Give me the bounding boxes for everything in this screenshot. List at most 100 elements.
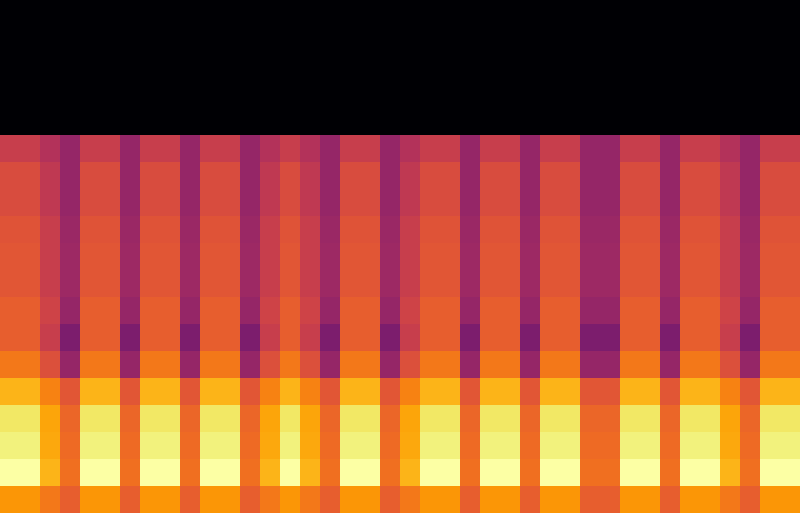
heatmap-cell bbox=[620, 486, 641, 513]
heatmap-cell bbox=[120, 0, 141, 28]
heatmap-cell bbox=[40, 81, 61, 109]
heatmap-cell bbox=[360, 351, 381, 379]
heatmap-cell bbox=[540, 378, 561, 406]
heatmap-cell bbox=[60, 297, 81, 325]
heatmap-cell bbox=[580, 351, 601, 379]
heatmap-cell bbox=[780, 486, 800, 513]
heatmap-cell bbox=[540, 351, 561, 379]
heatmap-cell bbox=[120, 81, 141, 109]
heatmap-cell bbox=[60, 324, 81, 352]
heatmap-cell bbox=[380, 270, 401, 298]
heatmap-cell bbox=[720, 135, 741, 163]
heatmap-cell bbox=[380, 378, 401, 406]
heatmap-cell bbox=[380, 297, 401, 325]
heatmap-cell bbox=[420, 189, 441, 217]
heatmap-cell bbox=[120, 108, 141, 136]
heatmap-cell bbox=[300, 0, 321, 28]
heatmap-cell bbox=[600, 162, 621, 190]
heatmap-cell bbox=[620, 162, 641, 190]
heatmap-cell bbox=[580, 0, 601, 28]
heatmap-cell bbox=[260, 243, 281, 271]
heatmap-cell bbox=[20, 324, 41, 352]
heatmap-cell bbox=[60, 351, 81, 379]
heatmap-cell bbox=[20, 378, 41, 406]
heatmap-cell bbox=[680, 297, 701, 325]
heatmap-cell bbox=[40, 297, 61, 325]
heatmap-cell bbox=[460, 108, 481, 136]
heatmap-cell bbox=[340, 378, 361, 406]
heatmap-cell bbox=[520, 459, 541, 487]
heatmap-cell bbox=[320, 270, 341, 298]
heatmap-cell bbox=[160, 108, 181, 136]
heatmap-cell bbox=[720, 216, 741, 244]
heatmap-cell bbox=[620, 27, 641, 55]
heatmap-cell bbox=[620, 324, 641, 352]
heatmap-cell bbox=[500, 0, 521, 28]
heatmap-cell bbox=[100, 270, 121, 298]
heatmap-cell bbox=[340, 351, 361, 379]
heatmap-cell bbox=[180, 486, 201, 513]
heatmap-cell bbox=[60, 135, 81, 163]
heatmap-cell bbox=[740, 54, 761, 82]
heatmap-cell bbox=[460, 189, 481, 217]
heatmap-cell bbox=[340, 162, 361, 190]
heatmap-cell bbox=[280, 378, 301, 406]
heatmap-cell bbox=[760, 243, 781, 271]
heatmap-cell bbox=[420, 162, 441, 190]
heatmap-cell bbox=[680, 459, 701, 487]
heatmap-cell bbox=[340, 405, 361, 433]
heatmap-cell bbox=[720, 270, 741, 298]
heatmap-cell bbox=[200, 54, 221, 82]
heatmap-cell bbox=[220, 324, 241, 352]
heatmap-cell bbox=[140, 378, 161, 406]
heatmap-cell bbox=[200, 108, 221, 136]
heatmap-cell bbox=[740, 459, 761, 487]
heatmap-cell bbox=[500, 189, 521, 217]
heatmap-cell bbox=[180, 432, 201, 460]
heatmap-cell bbox=[0, 216, 21, 244]
heatmap-cell bbox=[680, 162, 701, 190]
heatmap-cell bbox=[220, 432, 241, 460]
heatmap-cell bbox=[720, 189, 741, 217]
heatmap-cell bbox=[80, 189, 101, 217]
heatmap-cell bbox=[240, 459, 261, 487]
heatmap-cell bbox=[100, 351, 121, 379]
heatmap-cell bbox=[140, 135, 161, 163]
heatmap-cell bbox=[500, 162, 521, 190]
heatmap-cell bbox=[20, 189, 41, 217]
heatmap-cell bbox=[60, 27, 81, 55]
heatmap-cell bbox=[40, 405, 61, 433]
heatmap-cell bbox=[700, 189, 721, 217]
heatmap-cell bbox=[260, 351, 281, 379]
heatmap-cell bbox=[40, 378, 61, 406]
heatmap-cell bbox=[360, 486, 381, 513]
heatmap-cell bbox=[220, 54, 241, 82]
heatmap-cell bbox=[120, 216, 141, 244]
heatmap-cell bbox=[340, 81, 361, 109]
heatmap-cell bbox=[40, 189, 61, 217]
heatmap-cell bbox=[300, 351, 321, 379]
heatmap-cell bbox=[360, 216, 381, 244]
heatmap-cell bbox=[500, 81, 521, 109]
heatmap-cell bbox=[160, 162, 181, 190]
heatmap-cell bbox=[700, 405, 721, 433]
heatmap-cell bbox=[540, 108, 561, 136]
heatmap-cell bbox=[780, 405, 800, 433]
heatmap-cell bbox=[560, 54, 581, 82]
heatmap-cell bbox=[200, 324, 221, 352]
heatmap-cell bbox=[600, 27, 621, 55]
heatmap-cell bbox=[320, 27, 341, 55]
heatmap-cell bbox=[400, 162, 421, 190]
heatmap-cell bbox=[760, 432, 781, 460]
heatmap-cell bbox=[580, 81, 601, 109]
heatmap-cell bbox=[440, 378, 461, 406]
heatmap-cell bbox=[640, 459, 661, 487]
heatmap-cell bbox=[80, 135, 101, 163]
heatmap-cell bbox=[20, 108, 41, 136]
heatmap-cell bbox=[300, 486, 321, 513]
heatmap-cell bbox=[40, 486, 61, 513]
heatmap-cell bbox=[620, 189, 641, 217]
heatmap-cell bbox=[780, 189, 800, 217]
heatmap-cell bbox=[240, 486, 261, 513]
heatmap-cell bbox=[540, 432, 561, 460]
